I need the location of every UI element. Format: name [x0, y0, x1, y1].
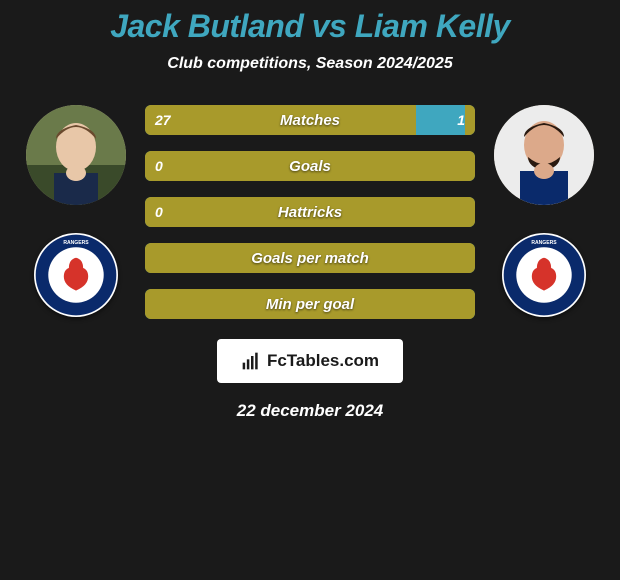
- avatar-icon: [494, 105, 594, 205]
- comparison-container: Jack Butland vs Liam Kelly Club competit…: [0, 0, 620, 421]
- stat-row: 0Goals: [145, 151, 475, 181]
- brand-text: FcTables.com: [267, 351, 379, 371]
- club-badge-icon: RANGERS: [34, 233, 118, 317]
- stat-row: 271Matches: [145, 105, 475, 135]
- player-left-avatar: [26, 105, 126, 205]
- stat-label: Hattricks: [145, 197, 475, 227]
- stat-label: Min per goal: [145, 289, 475, 319]
- player-right-column: RANGERS: [489, 103, 599, 317]
- player-left-column: RANGERS: [21, 103, 131, 317]
- stat-label: Matches: [145, 105, 475, 135]
- player-left-club-badge: RANGERS: [34, 233, 118, 317]
- brand-badge[interactable]: FcTables.com: [217, 339, 403, 383]
- player-right-avatar: [494, 105, 594, 205]
- svg-text:RANGERS: RANGERS: [531, 240, 557, 246]
- avatar-icon: [26, 105, 126, 205]
- stat-row: Min per goal: [145, 289, 475, 319]
- stat-bars: 271Matches 0Goals 0Hattricks Goals per matc…: [145, 103, 475, 319]
- page-title: Jack Butland vs Liam Kelly: [0, 8, 620, 45]
- svg-text:RANGERS: RANGERS: [63, 240, 89, 246]
- comparison-row: RANGERS 271Matches 0Goals 0Hattricks Goals …: [0, 103, 620, 319]
- stat-row: Goals per match: [145, 243, 475, 273]
- stat-label: Goals: [145, 151, 475, 181]
- stat-row: 0Hattricks: [145, 197, 475, 227]
- player-right-club-badge: RANGERS: [502, 233, 586, 317]
- date-text: 22 december 2024: [237, 401, 384, 421]
- club-badge-icon: RANGERS: [502, 233, 586, 317]
- chart-icon: [241, 351, 261, 371]
- subtitle: Club competitions, Season 2024/2025: [0, 55, 620, 73]
- footer: FcTables.com 22 december 2024: [0, 339, 620, 421]
- stat-label: Goals per match: [145, 243, 475, 273]
